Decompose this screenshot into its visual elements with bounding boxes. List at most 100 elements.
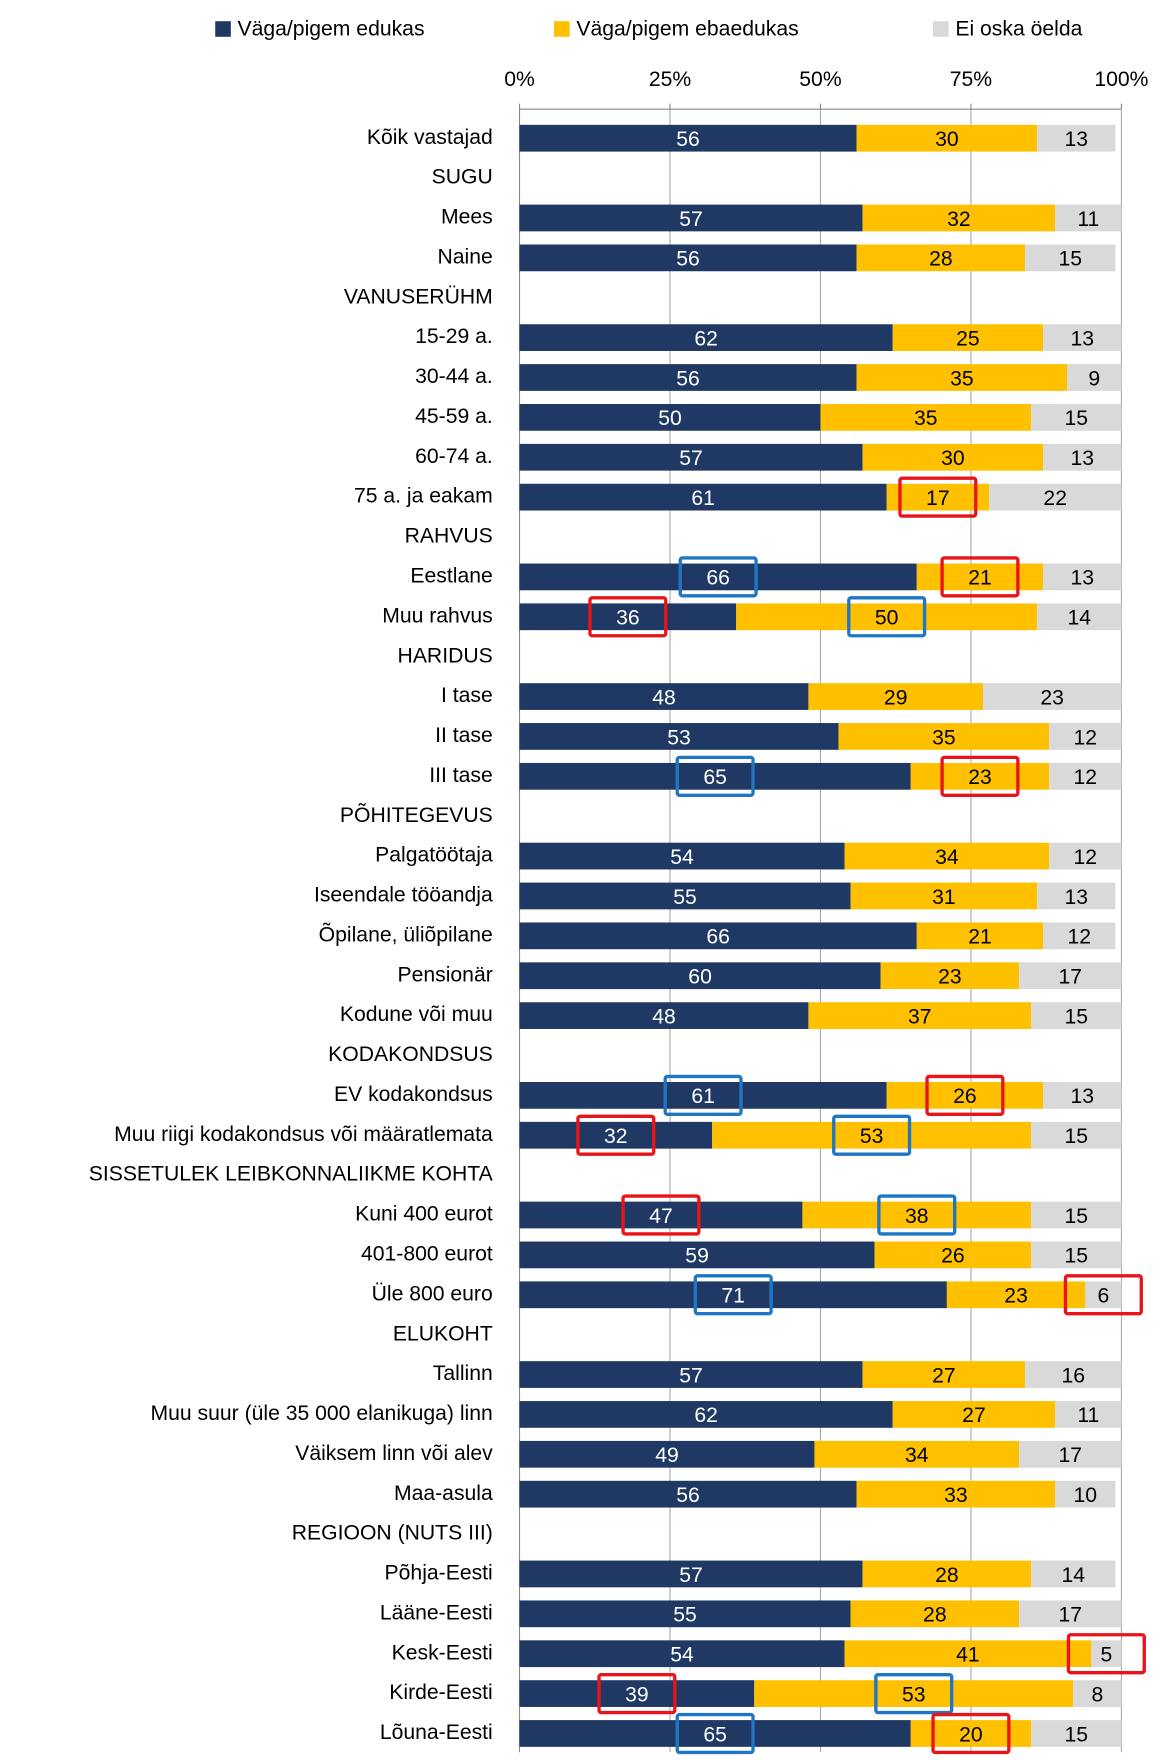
- data-label: 56: [676, 248, 700, 271]
- data-label: 21: [968, 926, 992, 949]
- data-label: 12: [1074, 766, 1098, 789]
- highlight-box: [576, 1114, 656, 1156]
- highlight-box: [1063, 1274, 1143, 1316]
- bar-segment: [850, 1600, 1020, 1628]
- data-label: 50: [875, 607, 899, 630]
- bar-segment: [850, 882, 1038, 910]
- category-label: Õpilane, üliõpilane: [319, 921, 493, 946]
- data-label: 56: [676, 1484, 700, 1507]
- highlight-box: [898, 476, 978, 518]
- data-label: 33: [944, 1484, 968, 1507]
- bar-segment: [1025, 244, 1116, 272]
- bar-segment: [844, 842, 1050, 870]
- bar-segment: [519, 1281, 947, 1309]
- bar-segment: [519, 1480, 857, 1508]
- bar-segment: [519, 1600, 851, 1628]
- bar-segment: [856, 364, 1068, 391]
- highlight-box: [832, 1114, 912, 1156]
- bar-segment: [1037, 603, 1122, 631]
- highlight-box: [847, 596, 927, 638]
- data-label: 66: [706, 926, 730, 949]
- bar-segment: [916, 922, 1044, 950]
- bar-segment: [862, 204, 1056, 232]
- data-label: 61: [691, 1085, 715, 1108]
- bar-segment: [519, 204, 863, 232]
- data-label: 53: [860, 1125, 884, 1148]
- data-label: 15: [1065, 1125, 1089, 1148]
- bar-segment: [838, 723, 1050, 750]
- bar-segment: [1031, 1002, 1122, 1029]
- data-label: 10: [1074, 1484, 1098, 1507]
- data-label: 34: [905, 1444, 929, 1467]
- data-label: 34: [935, 846, 959, 869]
- bar-segment: [1091, 1640, 1122, 1668]
- bar-segment: [856, 244, 1026, 272]
- legend-label: Ei oska öelda: [955, 18, 1082, 41]
- bar-segment: [1043, 922, 1116, 950]
- category-label: 30-44 a.: [415, 365, 493, 388]
- bar-segment: [820, 404, 1032, 431]
- bar-segment: [754, 1680, 1074, 1707]
- highlight-box: [588, 596, 668, 638]
- bar-segment: [862, 1560, 1032, 1588]
- bar-segment: [736, 603, 1038, 631]
- data-label: 25: [956, 327, 980, 350]
- data-label: 32: [604, 1125, 628, 1148]
- data-label: 28: [923, 1604, 947, 1627]
- category-label: 75 a. ja eakam: [354, 485, 493, 508]
- category-label: Muu rahvus: [382, 604, 493, 627]
- category-label: KODAKONDSUS: [328, 1043, 493, 1066]
- data-label: 48: [652, 1005, 676, 1028]
- bar-segment: [519, 1201, 803, 1229]
- data-label: 12: [1074, 726, 1098, 749]
- data-label: 35: [932, 726, 956, 749]
- category-label: 60-74 a.: [415, 445, 493, 468]
- data-label: 21: [968, 567, 992, 590]
- bar-segment: [1085, 1281, 1122, 1309]
- bar-segment: [519, 1241, 875, 1269]
- data-label: 15: [1065, 1005, 1089, 1028]
- data-label: 13: [1065, 886, 1089, 909]
- bar-segment: [1067, 364, 1122, 391]
- category-label: Põhja-Eesti: [385, 1562, 493, 1585]
- data-label: 54: [670, 846, 694, 869]
- category-label: Naine: [437, 245, 492, 268]
- category-label: II tase: [435, 724, 493, 747]
- x-tick-label: 50%: [799, 68, 842, 91]
- bar-segment: [712, 1121, 1032, 1149]
- bar-segment: [862, 1361, 1026, 1388]
- legend-label: Väga/pigem edukas: [238, 18, 425, 41]
- bar-segment: [1043, 563, 1122, 591]
- bar-segment: [519, 1640, 845, 1668]
- data-label: 28: [935, 1564, 959, 1587]
- data-label: 48: [652, 686, 676, 709]
- bar-segment: [1073, 1680, 1122, 1707]
- bar-segment: [989, 483, 1122, 511]
- data-label: 31: [932, 886, 956, 909]
- bar-segment: [1031, 1201, 1122, 1229]
- bar-segment: [1031, 1121, 1122, 1149]
- data-label: 12: [1074, 846, 1098, 869]
- highlight-box: [940, 755, 1020, 797]
- bar-segment: [1031, 1720, 1122, 1747]
- legend-swatch: [933, 21, 949, 37]
- category-label: Kirde-Eesti: [389, 1681, 492, 1704]
- data-label: 15: [1065, 407, 1089, 430]
- data-label: 30: [935, 128, 959, 151]
- category-label: SISSETULEK LEIBKONNALIIKME KOHTA: [89, 1163, 494, 1186]
- legend-swatch: [215, 21, 231, 37]
- bar-segment: [519, 124, 857, 152]
- highlight-box: [1066, 1633, 1146, 1675]
- bar-segment: [519, 1680, 755, 1707]
- bar-segment: [808, 1002, 1032, 1029]
- data-label: 61: [691, 487, 715, 510]
- data-label: 54: [670, 1644, 694, 1667]
- bar-segment: [856, 1480, 1056, 1508]
- highlight-box: [931, 1712, 1011, 1755]
- bar-segment: [1055, 1401, 1122, 1428]
- data-label: 13: [1071, 327, 1095, 350]
- x-tick-label: 100%: [1094, 68, 1148, 91]
- data-label: 13: [1071, 1085, 1095, 1108]
- data-label: 56: [676, 128, 700, 151]
- category-label: Maa-asula: [394, 1482, 493, 1505]
